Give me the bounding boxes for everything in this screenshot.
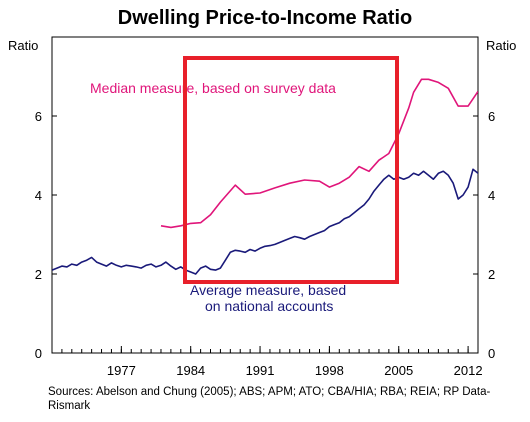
series-lines (52, 78, 478, 275)
chart-title: Dwelling Price-to-Income Ratio (118, 7, 412, 29)
x-tick-label: 1984 (176, 363, 205, 378)
y-tick-label-left: 2 (35, 267, 42, 282)
x-tick-label: 1977 (107, 363, 136, 378)
source-note: Sources: Abelson and Chung (2005); ABS; … (48, 386, 491, 412)
axis-ticks: 0 0 2 2 4 4 6 6 1977 1984 1991 1998 2005 2012 (35, 109, 495, 378)
average-series-line (52, 168, 478, 275)
median-series-label: Median measure, based on survey data (90, 80, 336, 96)
y-tick-label-left: 0 (35, 346, 42, 361)
average-series-label-line1: Average measure, based (190, 282, 346, 298)
median-series-line (160, 78, 478, 229)
y-tick-label-right: 6 (488, 109, 495, 124)
x-tick-label: 2005 (384, 363, 413, 378)
left-axis-unit: Ratio (8, 38, 38, 53)
average-series-label-line2: on national accounts (205, 298, 333, 314)
y-tick-label-right: 4 (488, 188, 495, 203)
x-tick-label: 1998 (315, 363, 344, 378)
x-tick-label: 2012 (454, 363, 483, 378)
y-tick-label-left: 4 (35, 188, 42, 203)
y-tick-label-right: 2 (488, 267, 495, 282)
right-axis-unit: Ratio (486, 38, 516, 53)
highlight-box (183, 56, 399, 284)
y-tick-label-right: 0 (488, 346, 495, 361)
y-tick-label-left: 6 (35, 109, 42, 124)
x-tick-label: 1991 (246, 363, 275, 378)
